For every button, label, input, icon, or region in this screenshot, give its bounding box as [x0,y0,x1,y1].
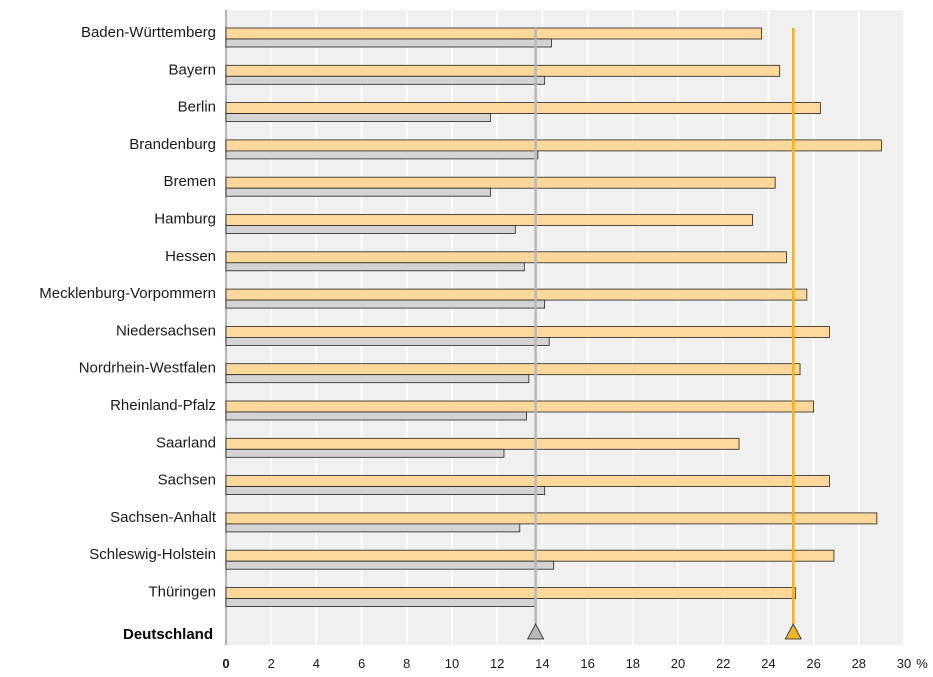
category-label: Nordrhein-Westfalen [79,360,216,377]
bar-secondary [225,560,555,570]
bar-primary [225,475,830,488]
category-label: Bayern [168,61,216,78]
bars [225,27,882,607]
category-label: Brandenburg [129,136,216,153]
bar-secondary [225,523,521,533]
bar-secondary [225,262,525,272]
total-label: Deutschland [123,626,213,643]
bar-secondary [225,299,546,309]
bar-primary [225,400,814,413]
x-tick-label: 26 [806,656,820,671]
x-tick-label: 0 [222,656,229,671]
bar-primary [225,176,776,189]
x-tick-label: 14 [535,656,549,671]
bar-primary [225,363,801,376]
category-label: Thüringen [148,584,216,601]
category-label: Mecklenburg-Vorpommern [39,285,216,302]
category-label: Saarland [156,434,216,451]
bar-secondary [225,113,491,122]
x-tick-label: 24 [761,656,775,671]
bar-secondary [225,225,516,234]
x-tick-label: 30 [897,656,911,671]
x-tick-label: 28 [852,656,866,671]
bar-primary [225,139,882,152]
bar-primary [225,325,830,338]
category-label: Hessen [165,248,216,265]
bar-primary [225,512,878,525]
x-tick-label: 2 [268,656,275,671]
bar-secondary [225,38,552,48]
x-tick-label: 22 [716,656,730,671]
bar-primary [225,251,787,264]
bar-secondary [225,187,491,197]
category-label: Niedersachsen [116,322,216,339]
x-tick-label: 10 [445,656,459,671]
bar-primary [225,27,763,40]
category-label: Sachsen [158,472,216,489]
category-labels: Baden-Württemberg Bayern Berlin Brandenburg… [39,24,217,601]
bar-secondary [225,411,527,421]
bar-secondary [225,598,537,607]
bar-primary [225,549,835,562]
category-label: Bremen [163,173,216,190]
bar-secondary [225,448,505,458]
x-unit-label: % [916,656,928,671]
x-tick-label: 18 [626,656,640,671]
x-tick-label: 20 [671,656,685,671]
x-axis: Deutschland % 0 2 4 6 8 10 12 14 16 18 20 22 24 26 28 3… [123,626,928,671]
bar-primary [225,102,821,114]
category-label: Rheinland-Pfalz [110,397,216,414]
reference-marker [526,623,545,640]
bar-primary [225,587,796,599]
x-tick-label: 4 [313,656,320,671]
bar-primary [225,214,753,226]
x-tick-label: 12 [490,656,504,671]
category-label: Hamburg [154,211,216,228]
bar-secondary [225,374,530,384]
x-tick-label: 6 [358,656,365,671]
bar-secondary [225,486,546,496]
category-label: Berlin [178,99,216,116]
category-label: Sachsen-Anhalt [110,509,217,526]
bar-secondary [225,75,546,85]
bar-primary [225,64,781,77]
bar-secondary [225,336,550,346]
bar-secondary [225,150,539,160]
x-tick-label: 16 [580,656,594,671]
category-label: Schleswig-Holstein [89,546,216,563]
reference-lines [526,28,802,640]
category-label: Baden-Württemberg [81,24,216,41]
x-tick-label: 8 [403,656,410,671]
bar-primary [225,437,740,450]
bar-primary [225,288,808,301]
reference-marker [784,623,802,640]
